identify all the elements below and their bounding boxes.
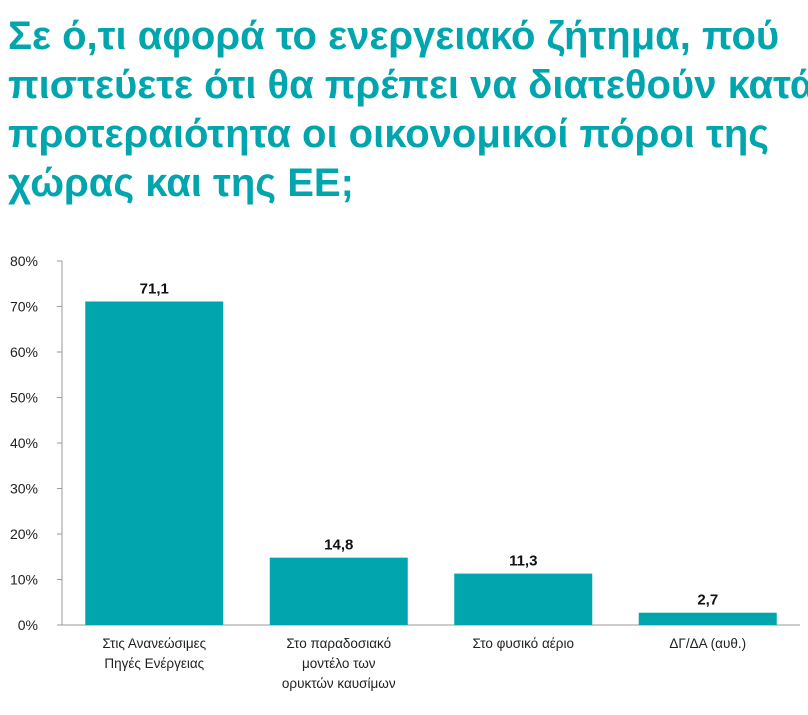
title-line: πιστεύετε ότι θα πρέπει να διατεθούν κατ… bbox=[8, 63, 808, 107]
x-category-label: ορυκτών καυσίμων bbox=[282, 676, 396, 691]
x-category-label: ΔΓ/ΔΑ (αυθ.) bbox=[669, 636, 746, 651]
bar bbox=[85, 301, 224, 625]
y-tick-label: 80% bbox=[10, 253, 38, 269]
y-tick-label: 10% bbox=[10, 572, 38, 588]
x-category-label: Στο παραδοσιακό bbox=[286, 636, 391, 651]
x-category-label: μοντέλο των bbox=[302, 656, 376, 671]
x-category-label: Στις Ανανεώσιμες bbox=[102, 636, 206, 651]
x-category-label: Στο φυσικό αέριο bbox=[473, 636, 574, 651]
bar-value-label: 14,8 bbox=[324, 537, 353, 554]
bar-value-label: 2,7 bbox=[697, 592, 718, 609]
title-line: προτεραιότητα οι οικονομικοί πόροι της bbox=[8, 112, 770, 156]
title-line: χώρας και της ΕΕ; bbox=[8, 161, 354, 205]
bar-value-label: 71,1 bbox=[140, 280, 169, 297]
title-line: Σε ό,τι αφορά το ενεργειακό ζήτημα, πού bbox=[8, 14, 780, 58]
chart-title: Σε ό,τι αφορά το ενεργειακό ζήτημα, πού … bbox=[8, 12, 808, 208]
y-tick-label: 0% bbox=[18, 617, 38, 633]
y-tick-label: 70% bbox=[10, 299, 38, 315]
y-tick-label: 30% bbox=[10, 481, 38, 497]
y-tick-label: 40% bbox=[10, 435, 38, 451]
bar bbox=[454, 573, 593, 625]
bar bbox=[269, 557, 408, 625]
bar-value-label: 11,3 bbox=[509, 553, 537, 570]
bar bbox=[638, 612, 777, 625]
y-tick-label: 60% bbox=[10, 344, 38, 360]
x-category-label: Πηγές Ενέργειας bbox=[104, 656, 204, 671]
y-tick-label: 50% bbox=[10, 390, 38, 406]
y-tick-label: 20% bbox=[10, 526, 38, 542]
